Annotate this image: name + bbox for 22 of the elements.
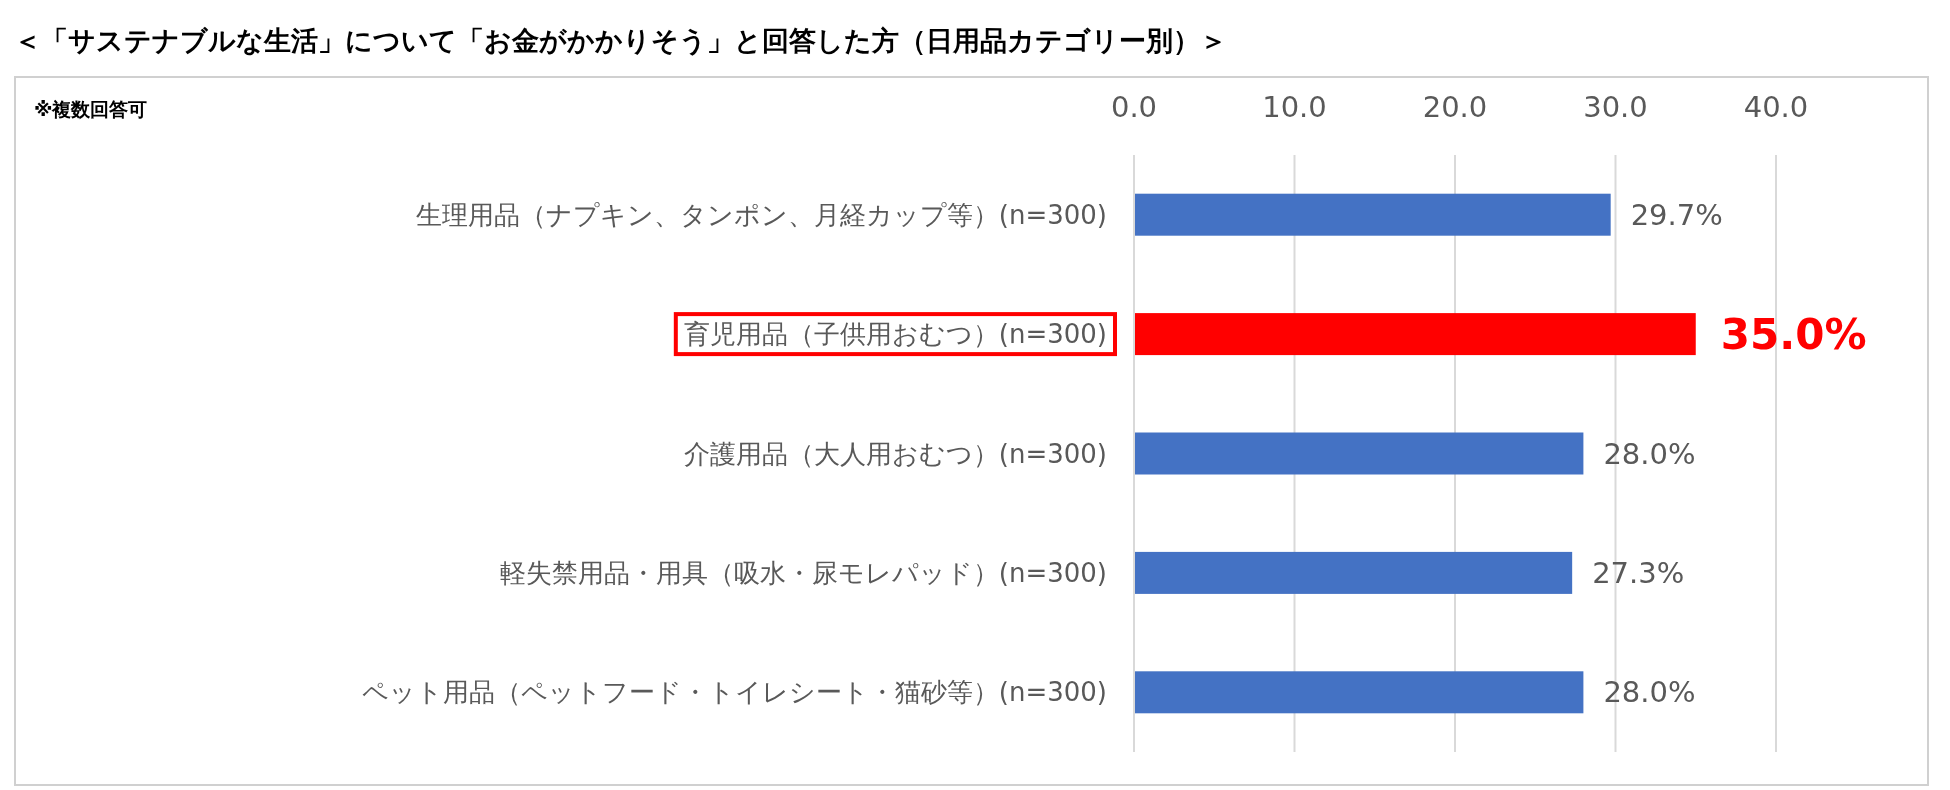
data-label: 35.0%	[1720, 310, 1867, 360]
y-tick-label: 軽失禁用品・用具（吸水・尿モレパッド）(n=300)	[499, 557, 1107, 588]
data-label: 27.3%	[1592, 555, 1685, 590]
bar	[1134, 313, 1696, 356]
bar	[1134, 551, 1573, 594]
x-tick-label: 10.0	[1262, 90, 1327, 124]
y-tick-label: ペット用品（ペットフード・トイレシート・猫砂等）(n=300)	[361, 677, 1107, 708]
bar	[1134, 432, 1584, 475]
x-tick-label: 20.0	[1422, 90, 1488, 124]
x-tick-label: 30.0	[1583, 90, 1648, 124]
bar	[1134, 193, 1611, 236]
y-tick-label: 生理用品（ナプキン、タンポン、月経カップ等）(n=300)	[415, 199, 1107, 230]
y-tick-label: 介護用品（大人用おむつ）(n=300)	[683, 438, 1107, 469]
x-tick-label: 40.0	[1743, 90, 1809, 124]
data-label: 28.0%	[1603, 675, 1696, 710]
text: ＜「サステナブルな生活」について「お金がかかりそう」と回答した方（日用品カテゴリー別）＞	[14, 25, 1227, 56]
y-tick-label: 育児用品（子供用おむつ）(n=300)	[683, 319, 1107, 350]
x-tick-label: 0.0	[1110, 90, 1158, 124]
text: ※複数回答可	[34, 98, 148, 120]
data-label: 29.7%	[1630, 197, 1723, 232]
bar	[1134, 671, 1584, 714]
data-label: 28.0%	[1603, 436, 1696, 471]
